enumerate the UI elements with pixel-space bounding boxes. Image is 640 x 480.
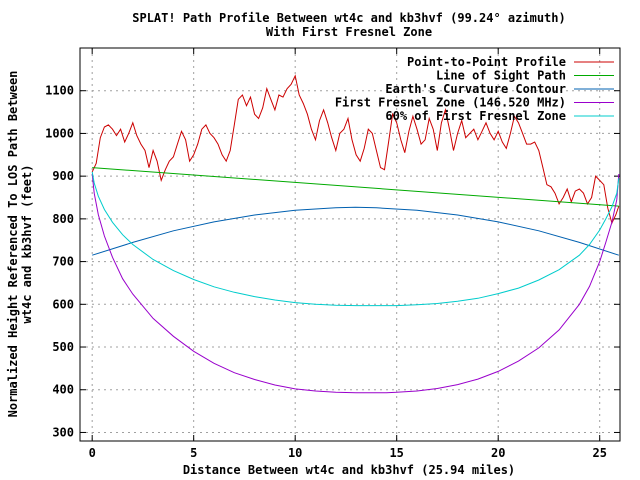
y-tick-label: 400: [52, 383, 74, 397]
series-lines: [91, 74, 620, 394]
x-tick-label: 0: [89, 446, 96, 460]
x-tick-labels: 0 5 10 15 20 25: [89, 446, 607, 460]
series-line-5: [91, 171, 620, 307]
y-tick-labels: 300 400 500 600 700 800 900 1000 1100: [45, 84, 74, 440]
legend-label-2: Line of Sight Path: [436, 69, 566, 83]
y-tick-label: 900: [52, 169, 74, 183]
grid-lines: [80, 48, 620, 441]
x-tick-label: 15: [389, 446, 403, 460]
y-tick-label: 300: [52, 425, 74, 439]
y-tick-label: 500: [52, 340, 74, 354]
series-line-3: [92, 206, 619, 256]
x-axis-label: Distance Between wt4c and kb3hvf (25.94 …: [183, 463, 515, 477]
x-tick-label: 25: [592, 446, 606, 460]
series-line-4: [91, 173, 620, 394]
chart-title: SPLAT! Path Profile Between wt4c and kb3…: [132, 11, 565, 25]
y-tick-label: 600: [52, 297, 74, 311]
x-tick-label: 10: [288, 446, 302, 460]
x-tick-label: 20: [491, 446, 505, 460]
y-tick-label: 800: [52, 212, 74, 226]
legend-label-5: 60% of First Fresnel Zone: [385, 109, 566, 123]
y-axis-label-line2: wt4c and kb3hvf (feet): [20, 165, 34, 324]
y-tick-label: 1100: [45, 84, 74, 98]
legend-label-4: First Fresnel Zone (146.520 MHz): [335, 96, 566, 110]
legend-label-3: Earth's Curvature Contour: [385, 82, 566, 96]
series-line-2: [92, 167, 619, 207]
y-tick-label: 700: [52, 255, 74, 269]
legend-label-1: Point-to-Point Profile: [407, 55, 566, 69]
series-line-1: [91, 74, 620, 225]
chart-subtitle: With First Fresnel Zone: [266, 25, 432, 39]
y-axis-label-line1: Normalized Height Referenced To LOS Path…: [6, 71, 20, 418]
x-tick-label: 5: [190, 446, 197, 460]
axis-ticks: [80, 48, 620, 441]
y-tick-label: 1000: [45, 126, 74, 140]
plot-frame: [79, 47, 621, 442]
